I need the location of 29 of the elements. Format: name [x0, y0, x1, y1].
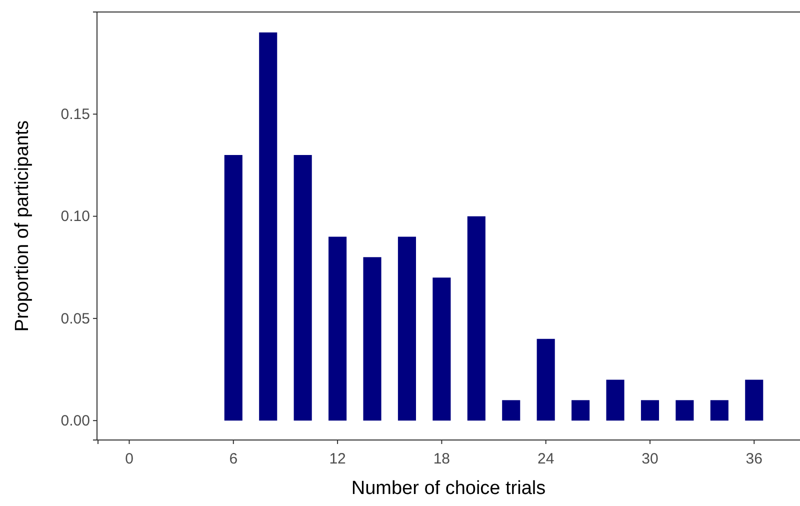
- x-tick-label: 12: [329, 450, 346, 468]
- x-tick-label: 6: [229, 450, 238, 468]
- bar: [398, 236, 416, 421]
- bar: [606, 380, 624, 421]
- bar: [640, 400, 660, 421]
- bar: [676, 400, 694, 421]
- x-tick-label: 36: [746, 450, 762, 468]
- x-tick-label: 18: [433, 450, 450, 468]
- y-tick-label: 0.15: [60, 106, 90, 123]
- bar: [572, 400, 590, 421]
- x-tick-label: 0: [125, 450, 134, 468]
- bar: [536, 338, 555, 421]
- bar: [224, 155, 242, 421]
- y-axis-title: Proportion of participants: [12, 120, 33, 332]
- y-tick-label: 0.10: [60, 208, 90, 226]
- bar: [294, 155, 312, 421]
- x-tick-label: 24: [537, 450, 554, 468]
- y-tick-label: 0.00: [60, 412, 90, 430]
- x-axis-title: Number of choice trials: [351, 478, 546, 499]
- bar: [259, 32, 278, 421]
- bar: [745, 380, 764, 421]
- bar: [502, 400, 520, 421]
- bar: [363, 257, 382, 421]
- y-tick-label: 0.05: [60, 310, 90, 328]
- bar: [467, 216, 486, 421]
- bar: [710, 400, 728, 421]
- bar: [432, 278, 451, 421]
- bar: [328, 236, 347, 421]
- x-tick-label: 30: [642, 450, 658, 468]
